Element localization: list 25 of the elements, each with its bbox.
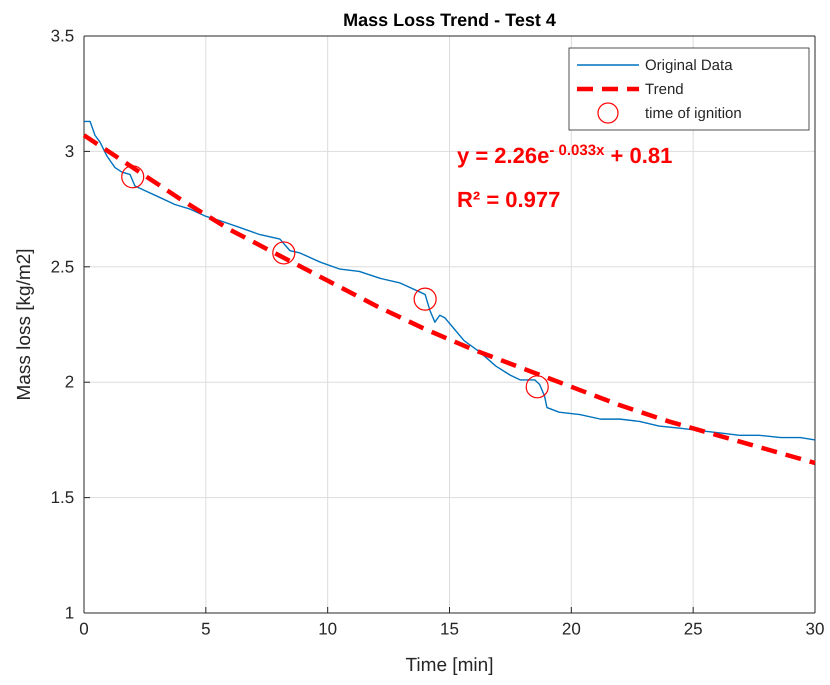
point [526,375,549,398]
y-tick-label: 2.5 [50,257,74,276]
x-axis-title: Time [min] [406,655,494,676]
y-tick-label: 1.5 [50,488,74,508]
x-tick-label: 30 [806,620,824,639]
annotation: y = 2.26e$^{- 0.033x}$ + 0.81 [457,142,672,168]
y-tick-label: 2 [64,372,74,392]
point [414,288,437,311]
x-tick-label: 0 [79,620,89,639]
x-tick-label: 25 [684,620,703,639]
point [272,241,296,265]
y-tick-label: 1 [64,603,74,622]
legend-label: Original Data [645,57,734,74]
legend-label: time of ignition [645,105,742,122]
legend-label: Trend [645,81,684,98]
x-tick-label: 20 [562,620,581,639]
y-tick-label: 3.5 [50,26,74,46]
y-axis-title: Mass loss [kg/m2] [14,248,35,401]
x-tick-label: 10 [318,620,338,639]
chart-title: Mass Loss Trend - Test 4 [343,10,556,30]
x-tick-label: 15 [440,620,459,639]
point [121,165,144,188]
annotation: R² = 0.977 [457,187,560,212]
y-tick-label: 3 [64,142,74,161]
x-tick-label: 5 [201,620,211,639]
